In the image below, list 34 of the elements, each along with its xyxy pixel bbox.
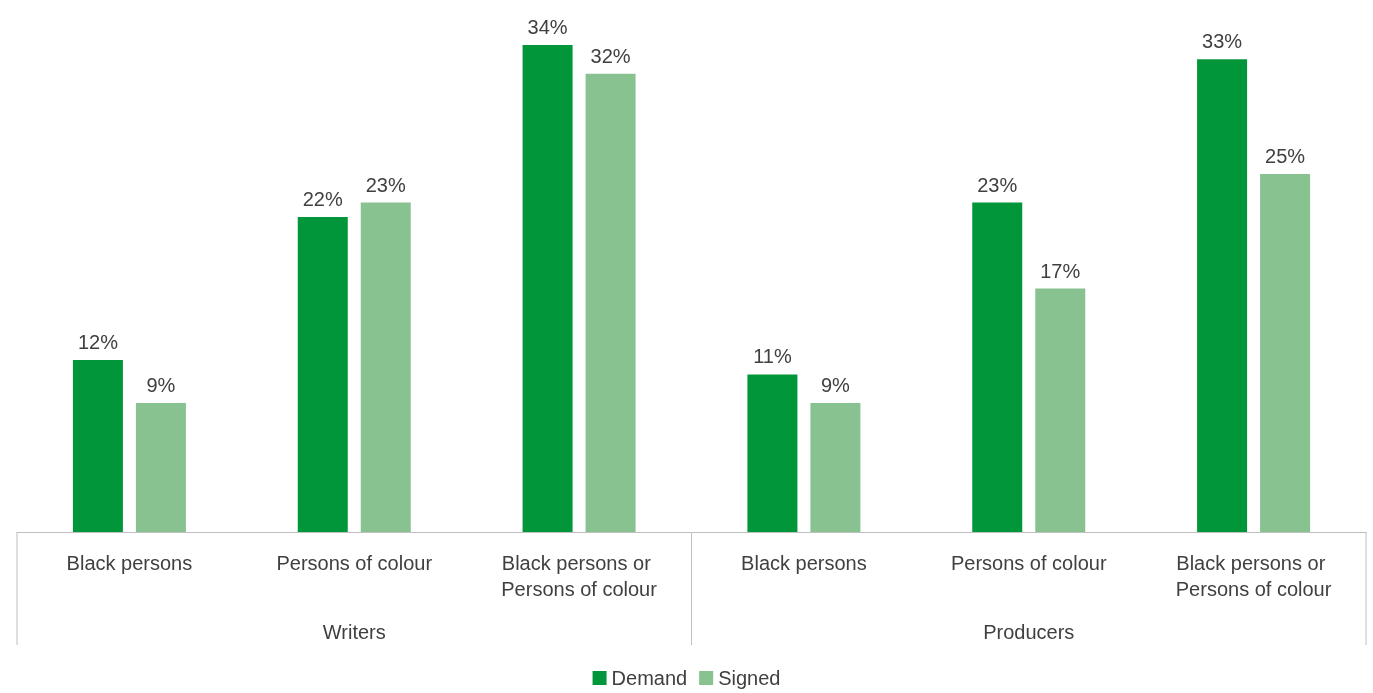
data-label: 33%: [1202, 30, 1243, 53]
legend-label: Signed: [718, 667, 781, 689]
x-tick-label: Black persons or Persons of colour: [1175, 552, 1332, 600]
data-label: 12%: [77, 331, 119, 354]
bar: [72, 360, 123, 532]
data-label: 23%: [977, 173, 1018, 196]
x-tick-label: Persons of colour: [950, 552, 1107, 574]
bar: [1260, 173, 1311, 532]
bar: [810, 403, 861, 532]
data-label: 9%: [820, 374, 851, 397]
x-tick-label: Black persons: [66, 552, 193, 574]
data-label: 11%: [753, 345, 792, 368]
x-tick-label: Black persons: [741, 552, 867, 574]
data-label: 17%: [1040, 259, 1081, 282]
data-label: 32%: [590, 44, 631, 67]
data-label: 22%: [302, 187, 343, 210]
bar: [297, 216, 348, 532]
bar: [1035, 288, 1086, 532]
data-label: 25%: [1265, 144, 1306, 167]
legend-label: Demand: [611, 667, 688, 689]
data-label: 9%: [146, 374, 176, 397]
text: Producers: [983, 621, 1075, 643]
text: Writers: [322, 621, 386, 643]
bar: [585, 73, 636, 532]
data-label: 23%: [365, 173, 406, 196]
data-label: 34%: [527, 16, 568, 38]
bar: [522, 45, 573, 532]
bar: [135, 403, 186, 532]
x-tick-label: Persons of colour: [276, 552, 433, 574]
x-tick-label: Black persons or Persons of colour: [501, 552, 658, 600]
bar: [1197, 59, 1248, 532]
bar: [972, 202, 1023, 532]
bar: [360, 202, 411, 532]
bar: [747, 374, 798, 532]
